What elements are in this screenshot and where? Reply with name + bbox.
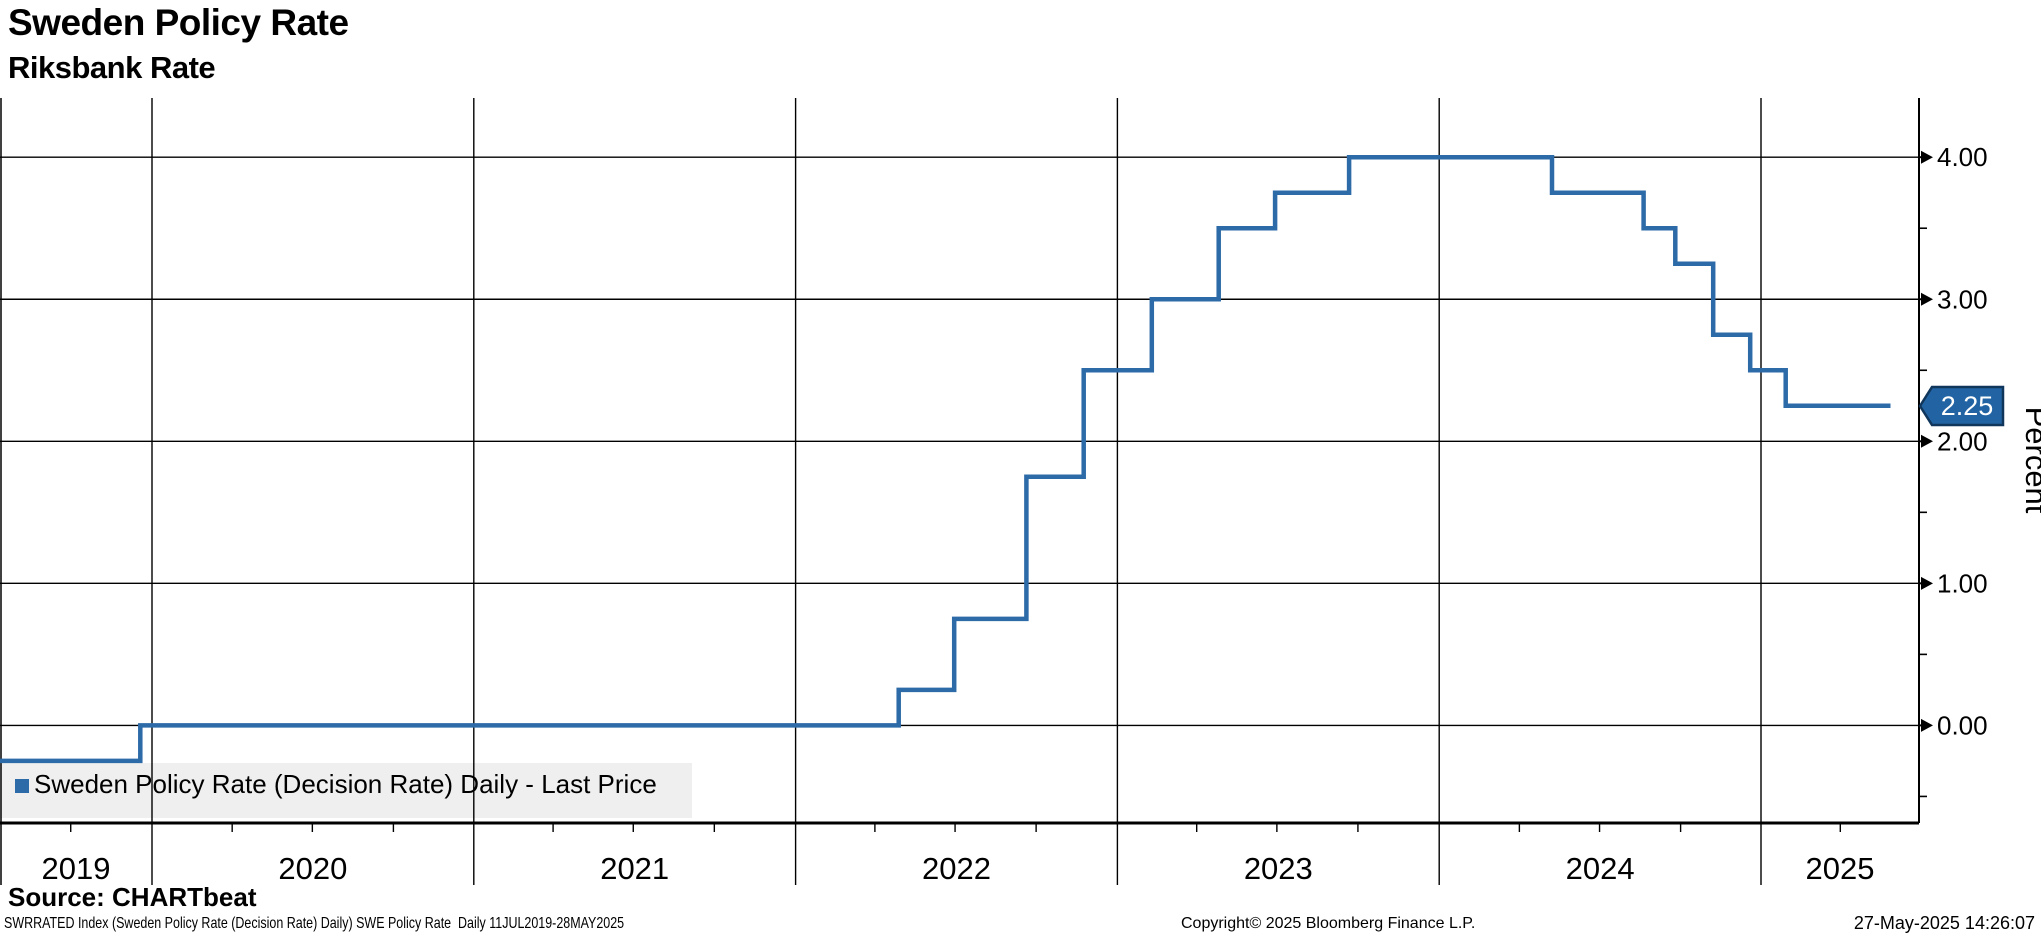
page-title: Sweden Policy Rate [8, 2, 349, 43]
y-tick-arrow-icon [1921, 292, 1933, 306]
y-tick-arrow-icon [1921, 718, 1933, 732]
legend-box [0, 763, 692, 818]
y-axis-labels: 4.00 3.00 2.00 1.00 0.00 [1937, 142, 1988, 740]
y-tick-label: 4.00 [1937, 142, 1988, 172]
y-tick-arrow-icon [1921, 434, 1933, 448]
x-year-label: 2019 [42, 851, 111, 886]
x-year-label: 2020 [278, 851, 347, 886]
footer-timestamp: 27-May-2025 14:26:07 [1853, 913, 2035, 933]
y-tick-arrow-icon [1921, 150, 1933, 164]
legend: Sweden Policy Rate (Decision Rate) Daily… [15, 769, 657, 800]
chart-subtitle: Riksbank Rate [8, 50, 216, 85]
footer-copyright: Copyright© 2025 Bloomberg Finance L.P. [1181, 915, 1476, 932]
x-axis-year-labels: 2019 2020 2021 2022 2023 2024 2025 [42, 851, 1875, 886]
footer-ticker-description: SWRRATED Index (Sweden Policy Rate (Deci… [4, 915, 625, 932]
last-price-badge: 2.25 [1918, 385, 2005, 427]
y-axis-title: Percent [2019, 407, 2041, 514]
y-tick-label: 0.00 [1937, 710, 1988, 740]
horizontal-gridlines [0, 156, 1919, 727]
y-tick-label: 3.00 [1937, 284, 1988, 314]
last-price-label: 2.25 [1941, 391, 1994, 421]
legend-marker-icon [15, 778, 29, 793]
x-year-label: 2024 [1566, 851, 1635, 886]
last-price-badge-shape [1918, 385, 2005, 427]
y-tick-arrow-icon [1921, 576, 1933, 590]
y-tick-label: 2.00 [1937, 426, 1988, 456]
legend-label: Sweden Policy Rate (Decision Rate) Daily… [34, 769, 657, 799]
vertical-gridlines [151, 98, 1762, 885]
series-line [0, 154, 1891, 764]
x-year-label: 2023 [1244, 851, 1313, 886]
y-tick-label: 1.00 [1937, 568, 1988, 598]
x-year-label: 2022 [922, 851, 991, 886]
y-axis-ticks [1919, 150, 1933, 798]
source-label: Source: CHARTbeat [8, 882, 257, 912]
x-year-label: 2025 [1806, 851, 1875, 886]
x-year-label: 2021 [600, 851, 669, 886]
x-axis-quarter-ticks [70, 823, 1841, 832]
